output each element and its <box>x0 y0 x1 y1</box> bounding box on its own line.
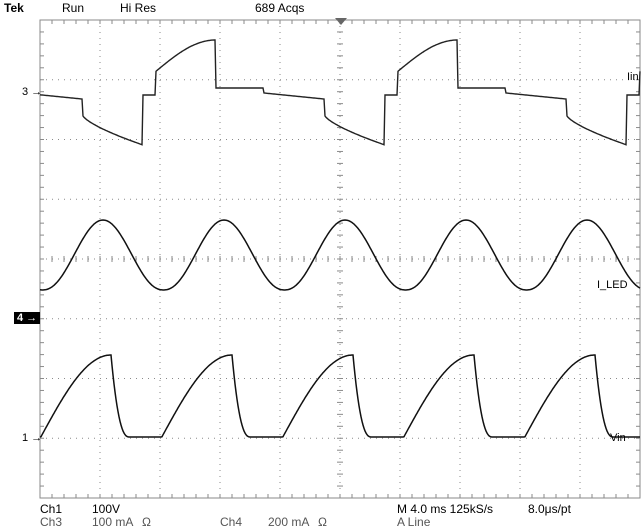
run-mode: Run <box>62 1 85 15</box>
ch4-label: Ch4 <box>220 515 243 529</box>
trace-iled <box>39 219 641 291</box>
trace-vin <box>39 354 640 438</box>
label-iled: I_LED <box>597 279 628 291</box>
trigger-readout: A Line <box>397 515 431 529</box>
acquisition-count: 689 Acqs <box>255 1 305 15</box>
readout-bar: Ch1 100V M 4.0 ms 125kS/s 8.0μs/pt Ch3 1… <box>0 500 642 529</box>
timebase-readout: M 4.0 ms 125kS/s <box>397 502 494 516</box>
ch1-ground-marker: 1 → <box>22 432 43 444</box>
ch3-label: Ch3 <box>40 515 63 529</box>
ch4-scale: 200 mA <box>268 515 310 529</box>
ch3-ground-marker: 3 → <box>22 86 43 98</box>
ch4-coupling: Ω <box>318 515 327 529</box>
ch1-scale: 100V <box>92 502 121 516</box>
trigger-position-marker <box>335 18 347 25</box>
acquisition-mode: Hi Res <box>120 1 157 15</box>
brand-label: Tek <box>4 1 24 15</box>
ch4-ground-marker: 4 → <box>14 312 41 324</box>
sample-interval: 8.0μs/pt <box>528 502 571 516</box>
ch1-label: Ch1 <box>40 502 63 516</box>
graticule <box>39 19 641 499</box>
label-iin: Iin <box>627 71 639 83</box>
trace-iin <box>39 39 641 146</box>
label-vin: Vin <box>610 432 626 444</box>
ch3-coupling: Ω <box>142 515 151 529</box>
ch3-scale: 100 mA <box>92 515 134 529</box>
status-bar: Tek Run Hi Res 689 Acqs <box>0 0 642 18</box>
